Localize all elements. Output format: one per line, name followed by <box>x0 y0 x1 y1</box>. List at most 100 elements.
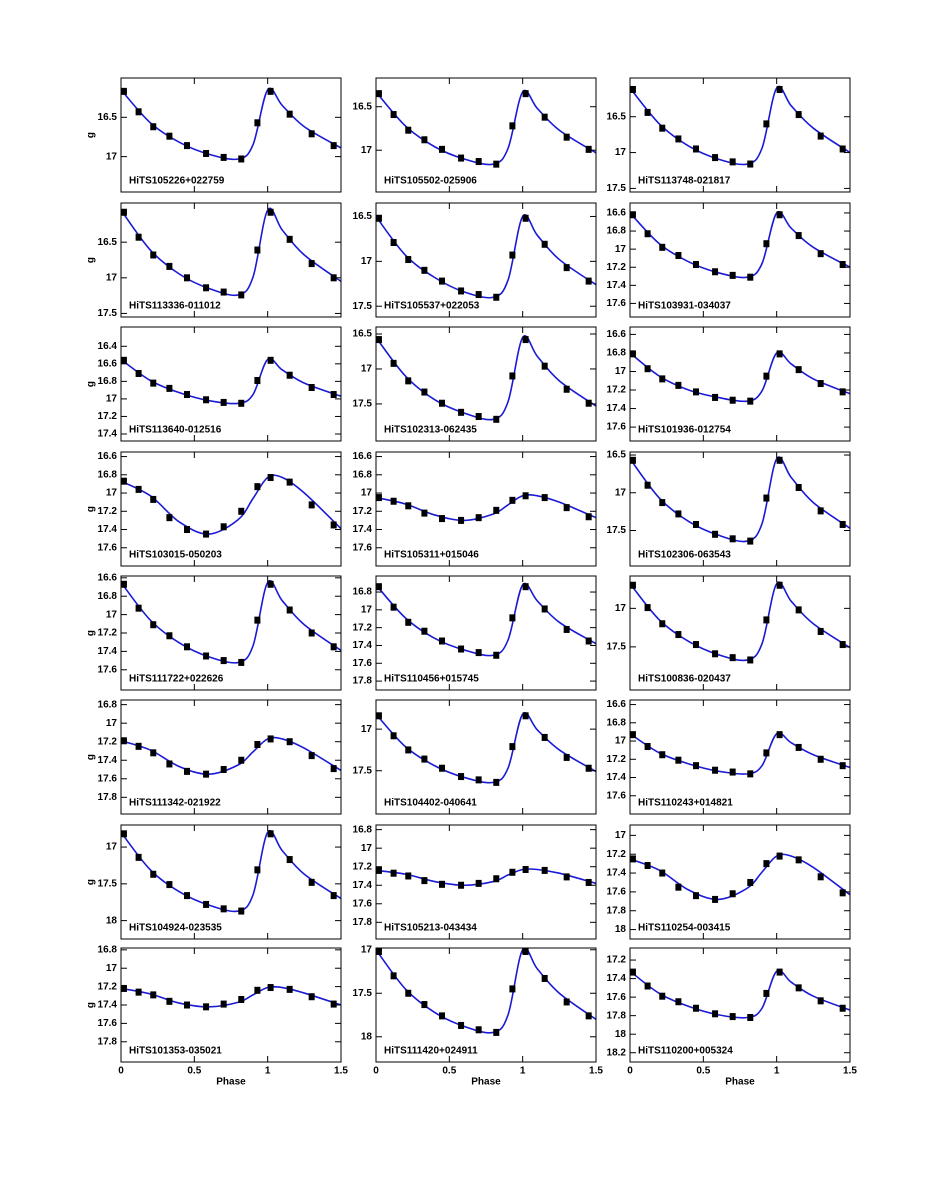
data-point <box>541 240 548 248</box>
data-point <box>763 494 770 502</box>
data-point <box>630 581 636 589</box>
panel: 17 17.2 17.4 17.6 17.8 18 HiTS110254-003415 <box>607 824 851 940</box>
data-point <box>405 502 412 510</box>
data-point <box>121 737 127 745</box>
data-point <box>585 145 592 153</box>
plot-frame <box>629 77 851 193</box>
data-point <box>267 735 274 743</box>
panel: 16.5 17 HiTS105502-025906 <box>353 77 597 193</box>
y-tick-label: 17.6 <box>98 1018 118 1029</box>
plot-frame <box>629 575 851 691</box>
data-point <box>135 604 142 612</box>
data-point <box>817 250 824 258</box>
data-point <box>166 262 173 270</box>
star-label: HiTS111342-021922 <box>129 798 221 809</box>
data-point <box>563 264 570 272</box>
y-tick-label: 17.5 <box>607 642 627 653</box>
data-point <box>238 291 245 299</box>
y-tick-label: 17.4 <box>98 1000 118 1011</box>
data-point <box>659 620 666 628</box>
data-point <box>493 778 500 786</box>
y-tick-label: 17 <box>615 487 627 498</box>
data-point <box>839 145 846 153</box>
data-point <box>541 605 548 613</box>
data-point <box>585 277 592 285</box>
data-point <box>795 483 802 491</box>
data-point <box>563 873 570 881</box>
data-point <box>795 111 802 119</box>
data-point <box>308 629 315 637</box>
data-point <box>267 580 274 588</box>
y-tick-label: 16.8 <box>353 469 373 480</box>
data-point <box>220 905 227 913</box>
data-point <box>675 631 682 639</box>
data-point <box>376 583 382 591</box>
model-curve <box>630 853 850 901</box>
data-point <box>659 869 666 877</box>
data-point <box>405 989 412 997</box>
data-point <box>121 356 127 364</box>
y-tick-label: 17.8 <box>98 792 118 803</box>
x-tick-label: 0.5 <box>696 1066 710 1077</box>
panel: 17 17.5 HiTS100836-020437 <box>607 575 851 691</box>
data-point <box>475 649 482 657</box>
data-point <box>522 948 529 955</box>
plot-area <box>121 579 341 666</box>
y-tick-label: 17.6 <box>353 898 373 909</box>
x-tick-label: 1 <box>774 1066 780 1077</box>
data-point <box>839 889 846 897</box>
data-point <box>659 751 666 759</box>
data-point <box>330 892 337 900</box>
data-point <box>585 764 592 772</box>
plot-frame <box>629 451 851 567</box>
data-point <box>630 731 636 739</box>
data-point <box>121 830 127 838</box>
star-label: HiTS113748-021817 <box>638 176 731 187</box>
data-point <box>675 135 682 143</box>
y-tick-label: 16.5 <box>353 329 373 340</box>
data-point <box>150 991 157 999</box>
data-point <box>184 1001 190 1009</box>
data-point <box>839 641 846 649</box>
data-point <box>439 399 445 407</box>
star-label: HiTS102313-062435 <box>384 425 477 436</box>
data-point <box>712 393 719 401</box>
data-point <box>184 142 190 150</box>
data-point <box>585 513 592 521</box>
y-tick-label: 17.2 <box>98 411 118 422</box>
y-tick-label: 17.4 <box>98 524 118 535</box>
data-point <box>150 749 157 757</box>
data-point <box>630 968 636 976</box>
y-tick-label: 17.2 <box>98 981 118 992</box>
data-point <box>286 110 293 118</box>
data-point <box>729 271 736 279</box>
data-point <box>150 379 157 387</box>
data-point <box>166 881 173 889</box>
y-tick-label: 17.4 <box>98 646 118 657</box>
y-tick-label: 17 <box>361 488 373 499</box>
data-point <box>729 396 736 404</box>
y-tick-label: 17 <box>361 944 373 955</box>
plot-area <box>630 581 850 664</box>
panel: 16.6 16.8 17 17.2 17.4 17.6 HiTS103015-050203 g <box>86 451 342 567</box>
plot-frame <box>120 77 342 193</box>
plot-frame <box>375 451 597 567</box>
panel: 16.8 17 17.2 17.4 17.6 17.8 HiTS111342-021922 g <box>86 699 342 815</box>
data-point <box>166 384 173 392</box>
plot-frame <box>120 202 342 318</box>
data-point <box>390 497 397 505</box>
data-point <box>184 767 190 775</box>
y-tick-label: 16.5 <box>607 450 627 461</box>
plot-area <box>121 474 341 538</box>
data-point <box>150 495 157 503</box>
data-point <box>729 654 736 662</box>
data-point <box>458 287 465 295</box>
x-tick-label: 0 <box>627 1066 633 1077</box>
data-point <box>238 756 245 764</box>
data-point <box>330 521 337 529</box>
data-point <box>659 375 666 383</box>
plot-area <box>376 711 596 786</box>
plot-area <box>630 210 850 281</box>
data-point <box>509 868 516 876</box>
y-tick-label: 16.8 <box>98 469 118 480</box>
